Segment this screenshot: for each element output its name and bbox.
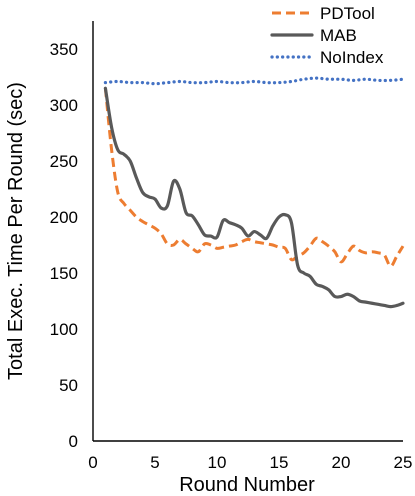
y-tick-label: 350 (50, 40, 78, 59)
legend-label-noindex: NoIndex (320, 48, 384, 67)
y-tick-label: 50 (59, 376, 78, 395)
series-layer (103, 76, 405, 309)
series-line-pdtool (103, 88, 405, 268)
y-axis-title: Total Exec. Time Per Round (sec) (5, 82, 27, 380)
series-line-noindex (103, 76, 405, 86)
y-tick-label: 0 (69, 432, 78, 451)
y-tick-label: 300 (50, 96, 78, 115)
y-tick-labels: 0 50 100 150 200 250 300 350 (50, 40, 78, 451)
x-tick-label: 15 (270, 453, 289, 472)
y-tick-label: 150 (50, 264, 78, 283)
legend-label-pdtool: PDTool (320, 4, 375, 23)
y-tick-label: 250 (50, 152, 78, 171)
y-tick-label: 100 (50, 320, 78, 339)
axes (92, 21, 403, 442)
y-tick-label: 200 (50, 208, 78, 227)
x-tick-label: 0 (88, 453, 97, 472)
x-tick-label: 10 (208, 453, 227, 472)
x-axis-title: Round Number (179, 474, 315, 496)
x-tick-labels: 0 5 10 15 20 25 (88, 453, 412, 472)
legend-label-mab: MAB (320, 26, 357, 45)
x-tick-label: 25 (394, 453, 413, 472)
x-tick-label: 5 (150, 453, 159, 472)
x-tick-label: 20 (332, 453, 351, 472)
legend: PDTool MAB NoIndex (270, 4, 384, 67)
series-line-mab (103, 86, 405, 309)
